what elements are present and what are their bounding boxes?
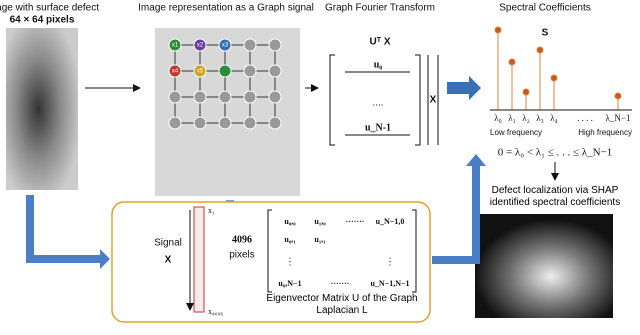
ellipsis: ⋮: [385, 257, 395, 268]
label: Signal: [154, 238, 182, 249]
matrix-entry: u_N−1,N−1: [370, 279, 409, 288]
node-label: x5: [197, 69, 204, 75]
matrix-entry: u₀,N−1: [278, 279, 301, 288]
matrix-entry: u_N−1,0: [376, 217, 405, 226]
ellipsis: ⋮: [285, 257, 295, 268]
row: u_N-1: [365, 122, 391, 133]
node: [193, 38, 207, 52]
node: [168, 64, 182, 78]
node: [268, 38, 282, 52]
row: ....: [372, 98, 383, 109]
node-label: x2: [197, 43, 204, 49]
shap-image: [475, 214, 613, 318]
arrow: [26, 195, 110, 269]
label: Spectral Coefficients: [499, 3, 591, 14]
label: x₄₀₉₆: [208, 307, 223, 316]
node: [218, 90, 232, 104]
label: pixels: [229, 250, 255, 261]
graph-grid: x1 x2 x3 x4 x5: [168, 38, 282, 130]
lambda-label: λ₄: [550, 113, 558, 123]
defect-image: [6, 28, 78, 190]
lambda-label: λ₃: [536, 113, 544, 123]
label: Defect localization via SHAP identified …: [489, 185, 621, 208]
signal-vector: [193, 206, 205, 313]
symbol: S: [542, 28, 549, 39]
node: [193, 116, 207, 130]
arrow: [432, 154, 486, 264]
laplacian-box: [111, 201, 431, 323]
node: [168, 116, 182, 130]
symbol: X: [165, 255, 172, 266]
matrix-entry: u₁,₁: [314, 235, 326, 244]
lambda-label: λ₁: [508, 113, 516, 123]
node-label: x4: [172, 69, 179, 75]
matrix-entry: u₀,₁: [284, 235, 296, 244]
equation: 0 = λ₀ < λ₁ ≤ . . . ≤ λ_N−1: [498, 147, 613, 159]
label: Image representation as a Graph signal: [138, 3, 314, 14]
label: 4096: [232, 234, 252, 245]
caption: Eigenvector Matrix U of the Graph Laplac…: [266, 293, 418, 316]
node: [193, 64, 207, 78]
matrix-bracket: [329, 54, 439, 146]
node: [218, 116, 232, 130]
node: [268, 116, 282, 130]
node-label: x3: [222, 43, 229, 49]
node: [268, 64, 282, 78]
vector: X: [430, 95, 437, 106]
node: [168, 38, 182, 52]
lambda-label: λ₀: [494, 113, 502, 123]
lambda-label: λ₂: [522, 113, 530, 123]
node: [243, 90, 257, 104]
node: [243, 116, 257, 130]
node: [218, 64, 232, 78]
lambda-label: . . . .: [577, 113, 593, 123]
node: [243, 64, 257, 78]
matrix-entry: u₀,₀: [284, 217, 296, 226]
matrix-entry: ·······: [346, 217, 365, 226]
node: [168, 90, 182, 104]
node: [193, 90, 207, 104]
matrix-entry: u₁,₀: [314, 217, 326, 226]
formula: Uᵀ X: [369, 37, 390, 48]
label: Graph Fourier Transform: [325, 3, 435, 14]
label: High frequency: [578, 128, 632, 137]
label: Image with surface defect: [0, 3, 99, 14]
node: [268, 90, 282, 104]
graph-image: [155, 28, 300, 196]
matrix-entry: ·······: [331, 279, 350, 288]
label: 64 × 64 pixels: [10, 15, 75, 26]
node: [243, 38, 257, 52]
lambda-label: λ_N−1: [606, 113, 631, 123]
label: x₁: [208, 206, 215, 215]
matrix-bracket: [267, 209, 417, 293]
node: [218, 38, 232, 52]
arrow: [447, 76, 481, 100]
node-label: x1: [172, 43, 179, 49]
row: u₀: [374, 59, 383, 70]
label: Low frequency: [490, 128, 542, 137]
